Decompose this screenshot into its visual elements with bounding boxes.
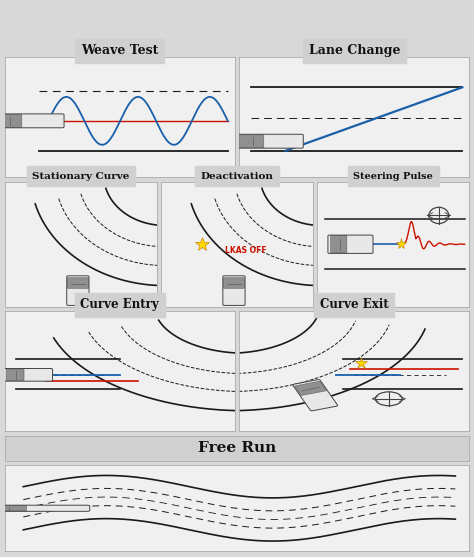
Title: Weave Test: Weave Test [81,45,158,57]
Text: LKAS OFF: LKAS OFF [225,246,266,255]
Title: Curve Exit: Curve Exit [320,299,389,311]
FancyBboxPatch shape [295,382,326,395]
FancyBboxPatch shape [0,114,64,128]
Title: Steering Pulse: Steering Pulse [353,172,433,181]
FancyBboxPatch shape [67,276,89,305]
FancyBboxPatch shape [6,369,24,380]
FancyBboxPatch shape [0,506,27,511]
Title: Lane Change: Lane Change [309,45,400,57]
FancyBboxPatch shape [67,278,88,289]
Title: Stationary Curve: Stationary Curve [32,172,129,181]
Text: Free Run: Free Run [198,441,276,455]
FancyBboxPatch shape [331,236,347,253]
FancyBboxPatch shape [235,134,303,148]
FancyBboxPatch shape [3,369,53,381]
FancyBboxPatch shape [0,114,22,128]
FancyBboxPatch shape [239,135,264,148]
FancyBboxPatch shape [0,505,90,511]
FancyBboxPatch shape [223,276,245,305]
FancyBboxPatch shape [293,379,337,411]
FancyBboxPatch shape [328,235,373,253]
Title: Deactivation: Deactivation [201,172,273,181]
Title: Curve Entry: Curve Entry [80,299,159,311]
FancyBboxPatch shape [223,278,245,289]
